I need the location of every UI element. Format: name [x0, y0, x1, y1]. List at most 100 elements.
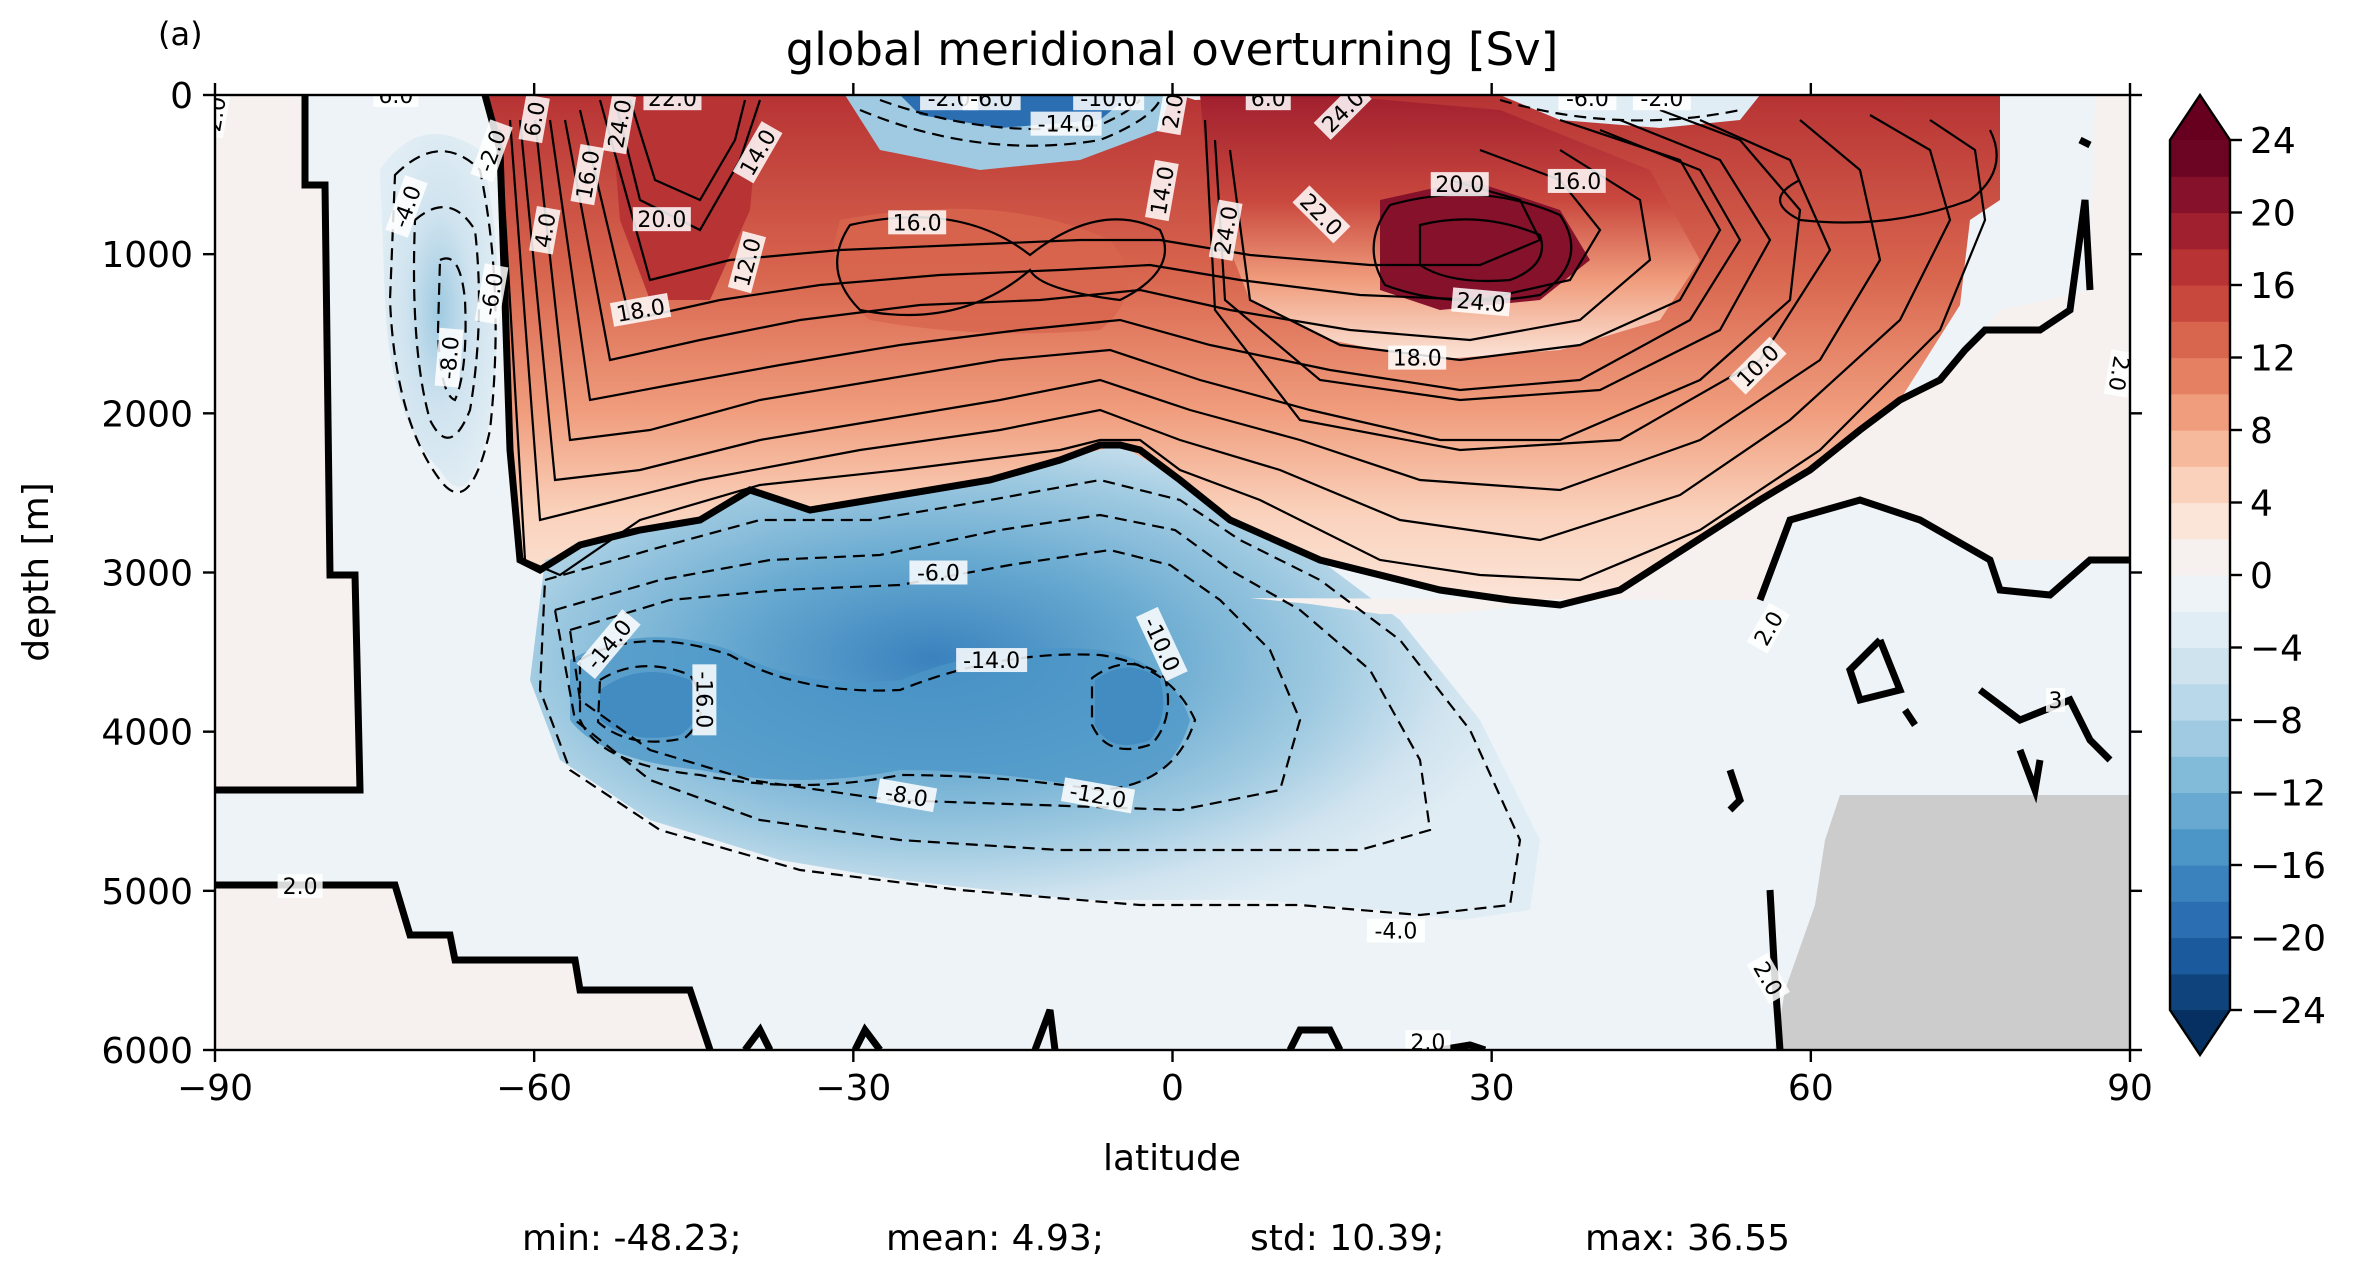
contour-solid	[563, 119, 1652, 362]
contour-label-bg	[1073, 95, 1145, 111]
contour-label: 4.0	[529, 206, 562, 255]
zero-contour	[2016, 748, 2044, 804]
colorbar-tick-label: −24	[2250, 991, 2326, 1032]
colorbar-segment	[2170, 575, 2230, 612]
contour-label-text: -16.0	[690, 671, 715, 728]
contour-label-text: 22.0	[648, 87, 697, 112]
contour-label: -10.0	[1073, 87, 1145, 112]
contour-label-bg	[373, 95, 419, 107]
x-tick-label: −90	[177, 1068, 253, 1109]
contour-label-bg	[1558, 95, 1617, 111]
contour-label: -6.0	[909, 560, 968, 587]
colorbar-segment	[2170, 828, 2230, 866]
contour-label-bg	[1388, 345, 1447, 370]
contour-dashed	[412, 206, 481, 439]
contour-label: 22.0	[643, 87, 702, 112]
y-axis: 0 1000 2000 3000 4000 5000 6000	[101, 76, 2142, 1072]
colorbar-tick-label: −4	[2250, 629, 2303, 670]
contour-solid	[1779, 129, 1998, 224]
contour-label-text: 16.0	[893, 211, 942, 236]
contour-label-text: -6.0	[917, 562, 960, 587]
northern-positive-region	[1250, 95, 2130, 614]
contour-label-text: -2.0	[928, 87, 971, 112]
colorbar-tick-label: −12	[2250, 774, 2326, 815]
stat-std: std: 10.39;	[1250, 1218, 1444, 1259]
colorbar-segment	[2170, 466, 2230, 504]
y-tick-label: 2000	[101, 394, 193, 435]
contour-solid	[548, 119, 1742, 402]
contour-label-bg	[2103, 349, 2130, 398]
contour-solid	[533, 108, 1802, 442]
zero-contour	[1845, 637, 1905, 705]
x-axis-label: latitude	[1103, 1138, 1241, 1179]
colorbar-tick-label: −20	[2250, 919, 2326, 960]
contour-label-bg	[1292, 185, 1351, 244]
contour-label-bg	[609, 293, 672, 327]
colorbar: −24 −20 −16 −12 −8 −4 0 4 8 12 16 20 24	[2168, 92, 2326, 1058]
y-tick-label: 3000	[101, 554, 193, 595]
colorbar-tick-label: 24	[2250, 121, 2296, 162]
colorbar-segment	[2170, 212, 2230, 250]
contour-label-text: 3	[2049, 689, 2063, 714]
contour-label-bg	[692, 664, 717, 736]
contour-label-text: 20.0	[637, 208, 686, 233]
zero-contour	[215, 95, 364, 794]
zero-contour	[2078, 136, 2092, 149]
contour-label: 24.0	[1451, 287, 1511, 318]
contour-label-bg	[1245, 95, 1291, 111]
x-tick-label: −30	[815, 1068, 891, 1109]
contour-label: 2.0	[1405, 1030, 1451, 1056]
contour-label-bg	[1430, 172, 1489, 197]
contour-label: 20.0	[632, 207, 691, 233]
contour-label-text: -14.0	[1038, 113, 1095, 138]
colorbar-tick-label: 16	[2250, 266, 2296, 307]
contour-solid	[508, 114, 1952, 542]
colorbar-tick-label: 12	[2250, 339, 2296, 380]
colorbar-segment	[2170, 321, 2230, 359]
contour-label-text: 2.0	[1410, 1031, 1445, 1056]
contour-dashed	[578, 640, 1197, 792]
contour-label-bg	[215, 95, 231, 139]
zero-contour	[1977, 687, 2113, 763]
contour-label-bg	[470, 119, 513, 183]
contour-solid	[836, 216, 1167, 316]
contour-solid	[1228, 118, 1722, 362]
contour-label: -8.0	[875, 778, 938, 813]
contour-label-bg	[1156, 95, 1189, 136]
colorbar-segment	[2170, 756, 2230, 794]
y-axis-label: depth [m]	[16, 482, 57, 661]
colorbar-segment	[2170, 357, 2230, 395]
stat-max: max: 36.55	[1585, 1218, 1790, 1259]
stat-mean: mean: 4.93;	[886, 1218, 1104, 1259]
contour-label: 20.0	[1430, 172, 1489, 198]
contour-label-text: -14.0	[963, 649, 1020, 674]
contour-label: 3	[2046, 687, 2066, 714]
contour-label-bg	[1405, 1030, 1451, 1050]
contour-label-text: -6.0	[970, 87, 1013, 112]
contour-label-bg	[1746, 602, 1790, 654]
contour-dashed	[859, 99, 1161, 147]
x-tick-label: 60	[1788, 1068, 1834, 1109]
contour-label-bg	[2046, 687, 2066, 712]
colorbar-tick-label: 20	[2250, 194, 2296, 235]
x-tick-label: −60	[496, 1068, 572, 1109]
zero-contour	[851, 1023, 883, 1050]
contour-label-text: -10.0	[1080, 87, 1137, 112]
contour-label: 16.0	[888, 210, 947, 236]
contour-label-bg	[1208, 199, 1243, 261]
colorbar-tick-label: −16	[2250, 846, 2326, 887]
contour-label-text: 18.0	[1393, 347, 1442, 372]
contour-label-text: 16.0	[1552, 170, 1601, 195]
contour-dashed	[1499, 98, 1741, 122]
x-tick-label: 0	[1161, 1068, 1184, 1109]
colorbar-under-extension	[2170, 1010, 2230, 1055]
y-tick-label: 0	[170, 76, 193, 117]
contour-label-bg	[1060, 777, 1136, 814]
y-tick-label: 5000	[101, 872, 193, 913]
contour-label-bg	[1547, 168, 1606, 193]
contour-solid	[1418, 218, 1544, 283]
colorbar-segment	[2170, 611, 2230, 649]
contour-label: -16.0	[690, 664, 717, 736]
contour-label-text: -2.0	[1640, 87, 1683, 112]
